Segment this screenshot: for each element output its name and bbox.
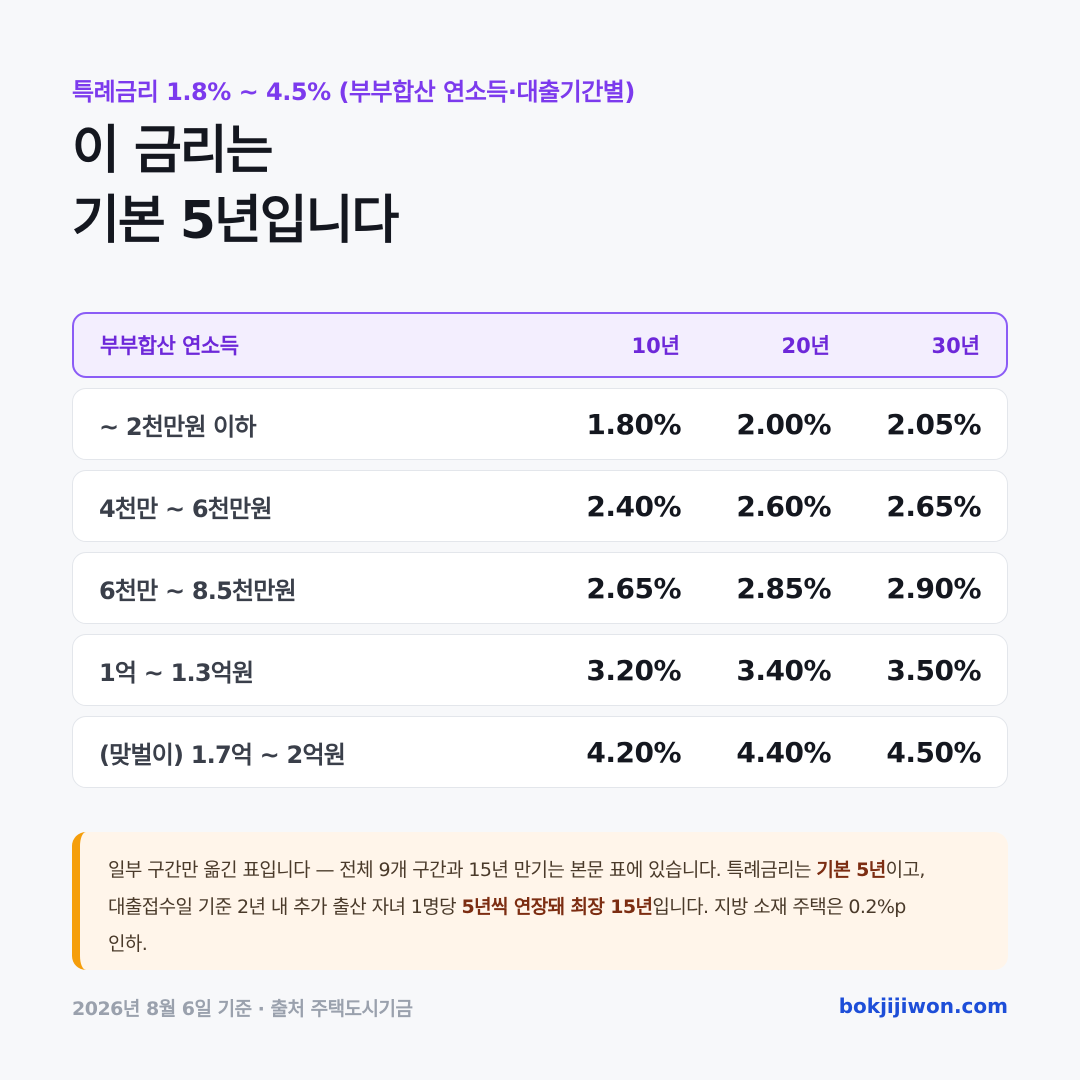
income-cell: 4천만 ~ 6천만원 (99, 494, 272, 523)
header-20y: 20년 (781, 334, 830, 358)
title-line-1: 이 금리는 (72, 121, 273, 181)
header-income: 부부합산 연소득 (100, 334, 239, 358)
rate-10y-cell: 2.40% (586, 489, 681, 523)
rate-10y-cell: 2.65% (586, 571, 681, 605)
header-30y: 30년 (931, 334, 980, 358)
rate-20y-cell: 2.60% (736, 489, 831, 523)
rate-30y-cell: 3.50% (886, 653, 981, 687)
note-text: 입니다. 지방 소재 주택은 0.2%p (652, 896, 906, 918)
rate-30y-cell: 2.05% (886, 407, 981, 441)
table-row: ~ 2천만원 이하 1.80% 2.00% 2.05% (72, 388, 1008, 460)
note-text: 대출접수일 기준 2년 내 추가 출산 자녀 1명당 (108, 896, 462, 918)
table-header: 부부합산 연소득 10년 20년 30년 (72, 312, 1008, 378)
rate-20y-cell: 3.40% (736, 653, 831, 687)
rate-table: 부부합산 연소득 10년 20년 30년 ~ 2천만원 이하 1.80% 2.0… (72, 312, 1008, 798)
rate-20y-cell: 2.00% (736, 407, 831, 441)
rate-20y-cell: 2.85% (736, 571, 831, 605)
title-line-2: 기본 5년입니다 (72, 191, 399, 251)
rate-10y-cell: 1.80% (586, 407, 681, 441)
table-row: 1억 ~ 1.3억원 3.20% 3.40% 3.50% (72, 634, 1008, 706)
source-caption: 2026년 8월 6일 기준 · 출처 주택도시기금 (72, 998, 413, 1020)
note-line-2: 대출접수일 기준 2년 내 추가 출산 자녀 1명당 5년씩 연장돼 최장 15… (108, 889, 980, 926)
page-title: 이 금리는 기본 5년입니다 (72, 116, 399, 256)
header-10y: 10년 (631, 334, 680, 358)
table-row: (맞벌이) 1.7억 ~ 2억원 4.20% 4.40% 4.50% (72, 716, 1008, 788)
rate-30y-cell: 4.50% (886, 735, 981, 769)
income-cell: (맞벌이) 1.7억 ~ 2억원 (99, 740, 346, 769)
table-row: 6천만 ~ 8.5천만원 2.65% 2.85% 2.90% (72, 552, 1008, 624)
income-cell: ~ 2천만원 이하 (99, 412, 257, 441)
info-note: 일부 구간만 옮긴 표입니다 — 전체 9개 구간과 15년 만기는 본문 표에… (72, 832, 1008, 970)
note-line-3: 인하. (108, 933, 148, 955)
table-row: 4천만 ~ 6천만원 2.40% 2.60% 2.65% (72, 470, 1008, 542)
income-cell: 6천만 ~ 8.5천만원 (99, 576, 297, 605)
rate-30y-cell: 2.65% (886, 489, 981, 523)
note-highlight: 기본 5년 (816, 859, 886, 881)
note-line-1: 일부 구간만 옮긴 표입니다 — 전체 9개 구간과 15년 만기는 본문 표에… (108, 852, 980, 889)
note-text: 일부 구간만 옮긴 표입니다 — 전체 9개 구간과 15년 만기는 본문 표에… (108, 859, 817, 881)
rate-30y-cell: 2.90% (886, 571, 981, 605)
note-text: 이고, (885, 859, 926, 881)
rate-10y-cell: 3.20% (586, 653, 681, 687)
note-highlight: 5년씩 연장돼 최장 15년 (461, 896, 653, 918)
page-subtitle: 특례금리 1.8% ~ 4.5% (부부합산 연소득·대출기간별) (72, 78, 635, 106)
income-cell: 1억 ~ 1.3억원 (99, 658, 254, 687)
site-link[interactable]: bokjijiwon.com (838, 994, 1008, 1018)
rate-20y-cell: 4.40% (736, 735, 831, 769)
rate-10y-cell: 4.20% (586, 735, 681, 769)
